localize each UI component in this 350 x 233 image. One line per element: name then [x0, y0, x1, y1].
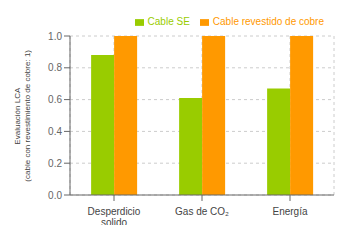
svg-text:Energía: Energía — [272, 206, 307, 217]
svg-text:0.6: 0.6 — [48, 94, 62, 105]
html-text:Cable revestido de cobre: Cable revestido de cobre — [212, 16, 324, 27]
svg-text:0.4: 0.4 — [48, 126, 62, 137]
svg-text:Desperdiciosolido: Desperdiciosolido — [88, 206, 141, 225]
svg-text:Gas de CO₂: Gas de CO₂ — [175, 206, 229, 217]
svg-text:1.0: 1.0 — [48, 31, 62, 42]
html-text:Cable SE: Cable SE — [147, 16, 190, 27]
html-text:Evaluación LCA (cable con reve: Evaluación LCA (cable con revestimiento … — [13, 49, 32, 182]
svg-text:0.0: 0.0 — [48, 190, 62, 201]
svg-text:0.2: 0.2 — [48, 158, 62, 169]
svg-text:0.8: 0.8 — [48, 62, 62, 73]
